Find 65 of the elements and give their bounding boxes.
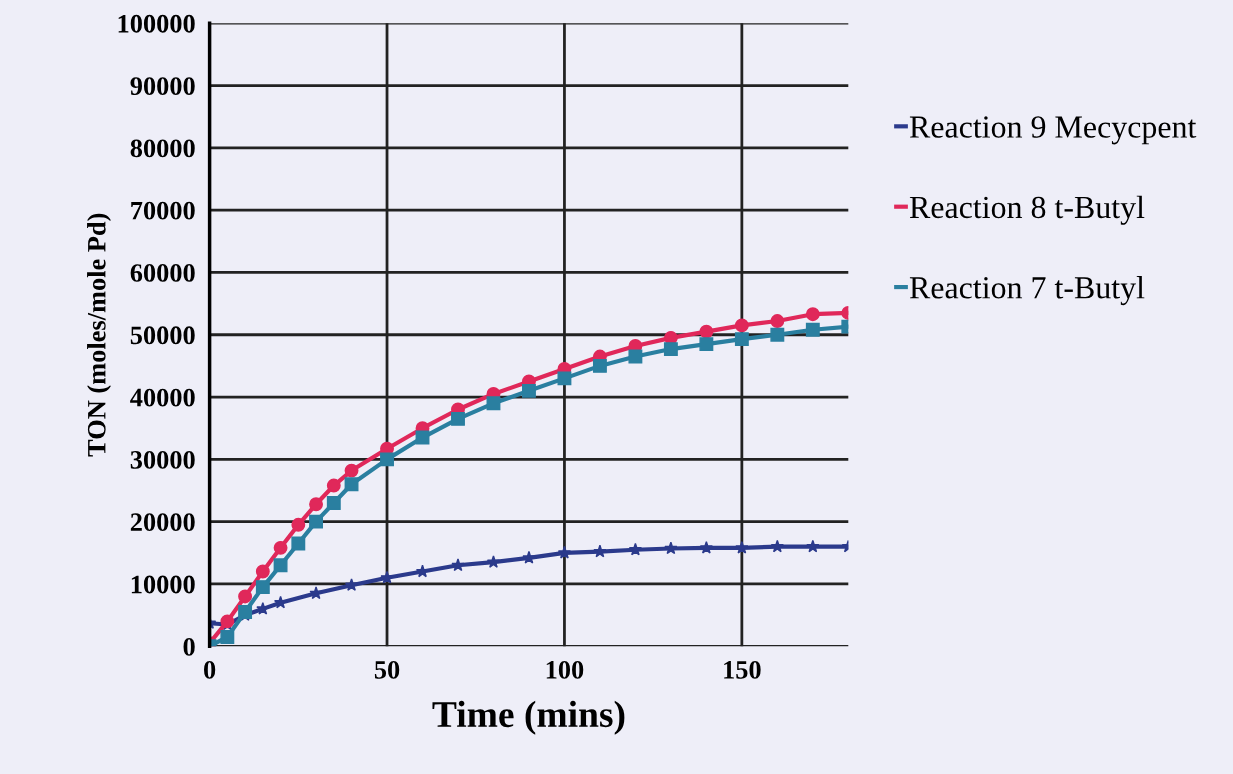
point <box>699 337 714 352</box>
point <box>805 307 820 322</box>
point <box>735 540 749 554</box>
point <box>291 517 306 532</box>
point <box>699 540 714 554</box>
point <box>628 349 643 364</box>
point <box>344 463 359 478</box>
x-tick-label: 100 <box>546 660 584 679</box>
y-tick-label: 50000 <box>130 326 195 345</box>
point <box>238 589 253 604</box>
point <box>273 540 288 555</box>
point <box>663 342 678 357</box>
point <box>255 564 270 579</box>
point <box>415 430 430 445</box>
y-tick-label: 0 <box>183 637 195 656</box>
point <box>291 536 306 551</box>
point <box>220 629 235 644</box>
point <box>451 558 465 572</box>
point <box>326 496 341 510</box>
point <box>273 558 288 573</box>
y-tick-label: 80000 <box>130 139 195 158</box>
point <box>486 555 501 568</box>
x-tick-label: 50 <box>374 660 400 679</box>
x-tick-label: 150 <box>724 660 761 679</box>
legend-label: Reaction 7 t-Butyl <box>909 276 1145 306</box>
y-tick-label: 40000 <box>130 388 195 407</box>
y-tick-label: 20000 <box>130 513 195 532</box>
point <box>256 601 270 615</box>
point <box>522 383 536 398</box>
legend-label: Reaction 8 t-Butyl <box>909 195 1145 225</box>
y-tick-label: 10000 <box>131 575 195 594</box>
point <box>309 586 323 600</box>
point <box>593 544 607 558</box>
point <box>326 478 341 493</box>
point <box>255 580 270 595</box>
point <box>380 452 394 467</box>
point <box>628 542 643 556</box>
point <box>309 497 324 512</box>
point <box>344 477 359 492</box>
point <box>451 411 465 426</box>
point <box>805 322 820 337</box>
y-tick-label: 70000 <box>131 201 195 220</box>
point <box>557 371 572 386</box>
point <box>380 570 394 584</box>
point <box>592 358 607 373</box>
point <box>806 539 820 553</box>
point <box>734 318 749 333</box>
y-tick-label: 60000 <box>130 264 195 282</box>
y-tick-label: 100000 <box>118 14 195 33</box>
point <box>770 327 785 342</box>
point <box>522 550 536 564</box>
point <box>486 396 501 411</box>
legend-label: Reaction 9 Mecycpent <box>909 116 1197 145</box>
point <box>557 545 572 559</box>
y-tick-label: 90000 <box>130 77 195 95</box>
y-axis-title: TON (moles/mole Pd) <box>87 213 111 457</box>
point <box>734 332 749 347</box>
x-tick-label: 0 <box>204 660 216 679</box>
point <box>699 324 714 339</box>
point <box>664 541 678 555</box>
point <box>770 314 785 328</box>
point <box>309 514 324 529</box>
point <box>770 539 784 553</box>
x-axis-title: Time (mins) <box>432 700 625 735</box>
y-tick-label: 30000 <box>130 450 195 469</box>
